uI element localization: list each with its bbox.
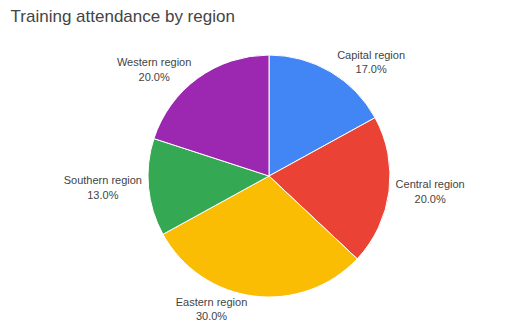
svg-text:Capital region17.0%: Capital region17.0% [337,49,405,75]
svg-text:Training attendance by region: Training attendance by region [11,7,235,26]
svg-text:Western region20.0%: Western region20.0% [117,56,191,82]
svg-text:Central region20.0%: Central region20.0% [396,178,465,204]
svg-text:Eastern region30.0%: Eastern region30.0% [176,296,248,322]
svg-text:Southern region13.0%: Southern region13.0% [64,174,142,200]
